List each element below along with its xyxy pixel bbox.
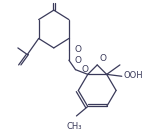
Text: O: O xyxy=(81,65,88,74)
Text: O: O xyxy=(75,45,81,54)
Text: O: O xyxy=(99,54,106,63)
Text: CH₃: CH₃ xyxy=(67,122,82,131)
Text: OOH: OOH xyxy=(124,71,143,80)
Text: O: O xyxy=(75,56,81,65)
